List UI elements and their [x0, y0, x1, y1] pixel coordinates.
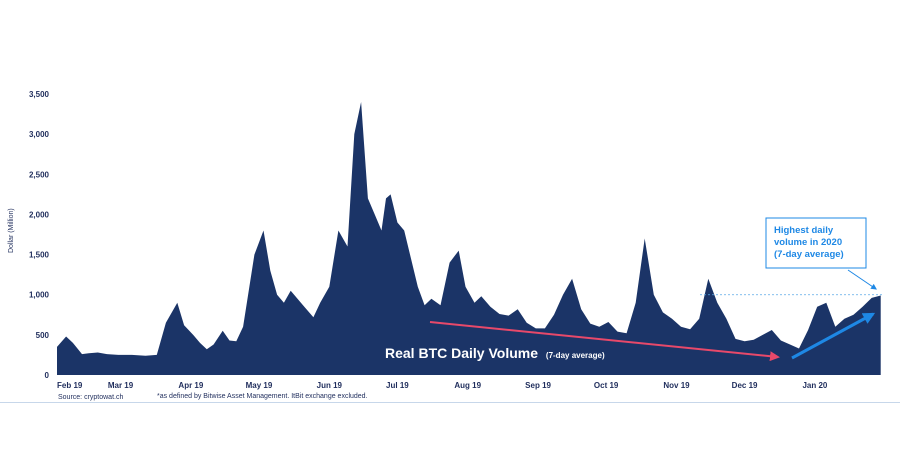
callout-line: (7-day average): [774, 249, 844, 260]
x-axis-ticks: Feb 19 Mar 19 Apr 19 May 19 Jun 19 Jul 19 Aug …: [57, 381, 828, 390]
x-tick-label: Nov 19: [663, 381, 690, 390]
y-tick-label: 3,000: [29, 130, 50, 139]
x-tick-label: Aug 19: [454, 381, 481, 390]
volume-area: [57, 102, 881, 375]
y-tick-label: 3,500: [29, 90, 50, 99]
y-tick-label: 0: [45, 371, 50, 380]
y-tick-label: 2,500: [29, 170, 50, 179]
x-tick-label: Feb 19: [57, 381, 83, 390]
source-note: Source: cryptowat.ch: [58, 394, 124, 401]
footer-divider: [0, 402, 900, 403]
callout-line: volume in 2020: [774, 237, 842, 248]
y-tick-label: 2,000: [29, 210, 50, 219]
callout-text: Highest daily volume in 2020 (7-day averag…: [774, 225, 844, 260]
x-tick-label: Oct 19: [594, 381, 619, 390]
y-axis-ticks: 0 500 1,000 1,500 2,000 2,500 3,000 3,500: [29, 90, 50, 380]
x-tick-label: Sep 19: [525, 381, 551, 390]
x-tick-label: Apr 19: [178, 381, 203, 390]
y-axis-label: Dollar (Million): [8, 208, 15, 253]
x-tick-label: Jun 19: [317, 381, 343, 390]
downtrend-arrow: [429, 321, 780, 362]
series-label-main: Real BTC Daily Volume: [385, 345, 538, 361]
y-tick-label: 1,000: [29, 291, 50, 300]
callout-line: Highest daily: [774, 225, 834, 236]
x-tick-label: May 19: [246, 381, 273, 390]
y-tick-label: 1,500: [29, 251, 50, 260]
x-tick-label: Mar 19: [108, 381, 134, 390]
y-tick-label: 500: [36, 331, 50, 340]
series-label: Real BTC Daily Volume (7-day average): [385, 345, 605, 361]
callout-pointer: [847, 269, 877, 290]
definition-note: *as defined by Bitwise Asset Management.…: [157, 393, 368, 400]
callout-box: [765, 217, 867, 269]
series-label-note: (7-day average): [546, 351, 605, 360]
x-tick-label: Jan 20: [802, 381, 827, 390]
x-tick-label: Jul 19: [386, 381, 409, 390]
uptrend-arrow: [791, 312, 876, 360]
x-tick-label: Dec 19: [732, 381, 758, 390]
